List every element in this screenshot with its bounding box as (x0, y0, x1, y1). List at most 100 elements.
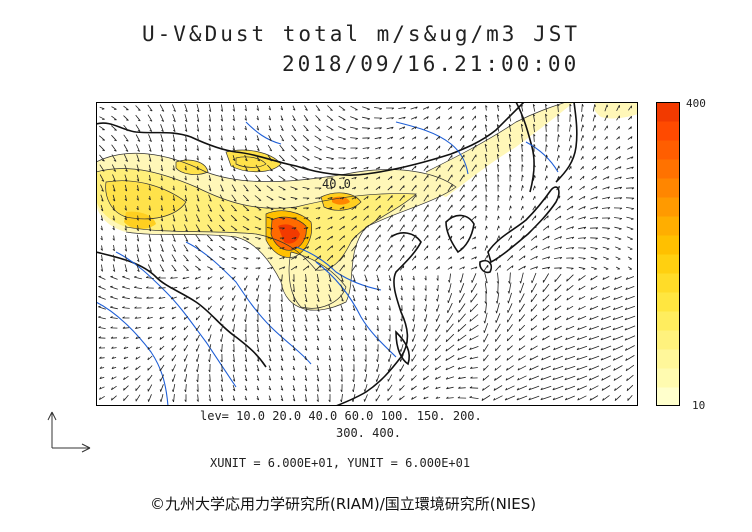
wind-vector (399, 374, 405, 382)
wind-vector (628, 126, 632, 130)
wind-vector (242, 236, 250, 240)
wind-vector (99, 386, 105, 390)
wind-vector (423, 194, 429, 202)
wind-vector (518, 345, 526, 351)
wind-vector (122, 275, 130, 280)
wind-vector (133, 286, 142, 289)
wind-vector (195, 334, 200, 342)
wind-vector (376, 305, 379, 311)
wind-vector (533, 133, 536, 142)
wind-vector (457, 324, 467, 332)
wind-vector (518, 265, 526, 271)
wind-vector (508, 235, 512, 241)
wind-vector (196, 373, 199, 383)
wind-vector (220, 353, 223, 363)
wind-vector (208, 374, 211, 383)
wind-vector (290, 207, 298, 210)
wind-vector (244, 304, 248, 312)
wind-vector (124, 184, 128, 192)
wind-vector (387, 384, 393, 392)
wind-vector (159, 336, 165, 340)
wind-vector (612, 355, 623, 361)
wind-vector (481, 395, 491, 401)
wind-vector (339, 244, 345, 252)
colorbar-cell (656, 273, 680, 293)
wind-vector (183, 335, 189, 341)
wind-vector (363, 186, 369, 190)
wind-vector (508, 114, 512, 122)
wind-vector (564, 395, 575, 401)
timestamp: 2018/09/16.21:00:00 (282, 52, 580, 76)
wind-vector (532, 195, 536, 201)
wind-vector (448, 116, 452, 120)
wind-vector (148, 244, 152, 252)
wind-vector (578, 226, 587, 230)
wind-vector (220, 384, 224, 392)
wind-vector (183, 244, 189, 252)
wind-vector (99, 125, 105, 131)
wind-vector (483, 333, 489, 343)
wind-vector (530, 235, 538, 241)
wind-vector (600, 335, 612, 341)
wind-vector (266, 175, 274, 182)
wind-vector (351, 196, 357, 200)
wind-vector (388, 295, 391, 301)
wind-vector (133, 275, 142, 280)
wind-vector (484, 272, 488, 284)
wind-vector (256, 323, 259, 333)
wind-vector (99, 376, 105, 380)
wind-vector (616, 115, 620, 121)
wind-vector (279, 134, 285, 142)
wind-vector (460, 246, 464, 250)
wind-vector (256, 395, 260, 401)
wind-vector (434, 365, 442, 371)
wind-vector (398, 126, 406, 130)
wind-vector (171, 374, 176, 382)
wind-vector (447, 302, 453, 314)
wind-vector (459, 125, 465, 131)
wind-vector (601, 207, 611, 210)
wind-vector (588, 365, 600, 371)
wind-vector (577, 395, 587, 401)
wind-vector (472, 115, 476, 121)
wind-vector (134, 306, 142, 309)
wind-vector (435, 204, 441, 212)
wind-vector (208, 165, 211, 171)
wind-vector (399, 194, 405, 202)
colorbar-cell (656, 121, 680, 141)
wind-vector (232, 384, 236, 392)
wind-vector (411, 265, 417, 271)
colorbar-max-label: 400 (686, 97, 706, 110)
wind-vector (505, 385, 515, 391)
wind-vector (497, 163, 500, 172)
wind-vector (554, 246, 563, 250)
wind-vector (485, 235, 488, 241)
wind-vector (207, 324, 212, 332)
wind-vector (557, 144, 560, 152)
wind-vector (243, 257, 249, 260)
wind-vector (612, 315, 624, 321)
wind-vector (244, 115, 247, 121)
wind-vector (184, 194, 188, 202)
wind-vector (602, 186, 610, 190)
wind-vector (485, 215, 488, 221)
wind-vector (172, 124, 176, 132)
wind-vector (412, 314, 415, 322)
wind-vector (256, 304, 259, 312)
wind-vector (220, 184, 224, 192)
wind-vector (576, 385, 587, 391)
wind-vector (603, 266, 609, 270)
wind-vector (219, 194, 225, 202)
wind-vector (256, 334, 260, 343)
wind-vector (471, 125, 477, 131)
wind-vector (495, 334, 501, 342)
wind-vector (327, 105, 333, 111)
wind-vector (411, 224, 417, 232)
wind-vector (172, 384, 176, 393)
wind-vector (278, 175, 286, 181)
wind-vector (447, 164, 453, 172)
wind-vector (124, 195, 127, 202)
wind-vector (110, 306, 118, 310)
wind-vector (604, 146, 608, 150)
wind-vector (508, 215, 512, 221)
